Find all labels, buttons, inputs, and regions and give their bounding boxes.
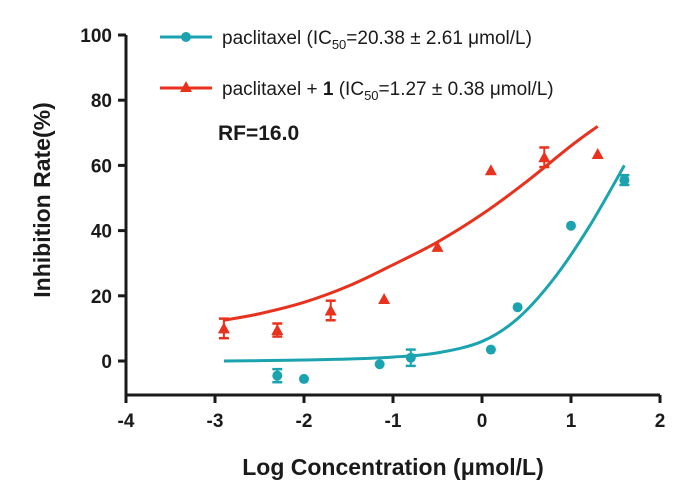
x-tick-label: -2 — [296, 411, 313, 432]
data-point — [374, 359, 385, 370]
data-point — [619, 175, 630, 186]
data-point — [591, 147, 604, 159]
data-point — [405, 352, 416, 363]
legend: paclitaxel (IC50=20.38 ± 2.61 μmol/L) pa… — [160, 28, 554, 103]
data-point — [512, 302, 523, 313]
legend-label: paclitaxel (IC50=20.38 ± 2.61 μmol/L) — [222, 28, 532, 52]
data-point — [485, 344, 496, 355]
fit-curve-1 — [223, 125, 599, 322]
data-point — [271, 324, 284, 336]
axes: 0 20 40 60 80 100 -4 -3 -2 -1 0 1 2 — [80, 26, 665, 432]
circle-marker-icon — [181, 32, 191, 42]
legend-item-paclitaxel: paclitaxel (IC50=20.38 ± 2.61 μmol/L) — [160, 28, 532, 52]
fit-curve-0 — [223, 164, 626, 363]
legend-item-paclitaxel-plus-1: paclitaxel + 1 (IC50=1.27 ± 0.38 μmol/L) — [160, 79, 554, 103]
x-tick-label: -3 — [207, 411, 224, 432]
data-point — [538, 151, 551, 163]
x-tick-label: 0 — [477, 411, 488, 432]
data-point — [484, 164, 497, 176]
y-tick-label: 40 — [91, 222, 112, 243]
x-tick-label: -1 — [385, 411, 402, 432]
y-tick-label: 20 — [91, 287, 112, 308]
legend-label: paclitaxel + 1 (IC50=1.27 ± 0.38 μmol/L) — [222, 79, 554, 103]
data-point — [299, 373, 309, 384]
x-axis-label: Log Concentration (μmol/L) — [242, 454, 544, 480]
data-point — [431, 240, 444, 252]
data-point — [217, 322, 230, 334]
x-tick-label: -4 — [118, 411, 135, 432]
data-point — [324, 304, 337, 316]
x-tick-label: 1 — [566, 411, 577, 432]
triangle-marker-icon — [180, 81, 192, 92]
data-points — [217, 146, 630, 384]
data-point — [272, 370, 283, 381]
fit-curves — [223, 125, 626, 363]
y-tick-label: 80 — [91, 91, 112, 112]
rf-annotation: RF=16.0 — [218, 122, 299, 145]
y-tick-label: 100 — [80, 26, 112, 47]
x-tick-label: 2 — [655, 411, 666, 432]
y-tick-label: 60 — [91, 156, 112, 177]
data-point — [566, 220, 576, 231]
data-point — [378, 293, 391, 305]
y-tick-label: 0 — [101, 352, 112, 373]
y-axis-label: Inhibition Rate(%) — [29, 102, 55, 297]
